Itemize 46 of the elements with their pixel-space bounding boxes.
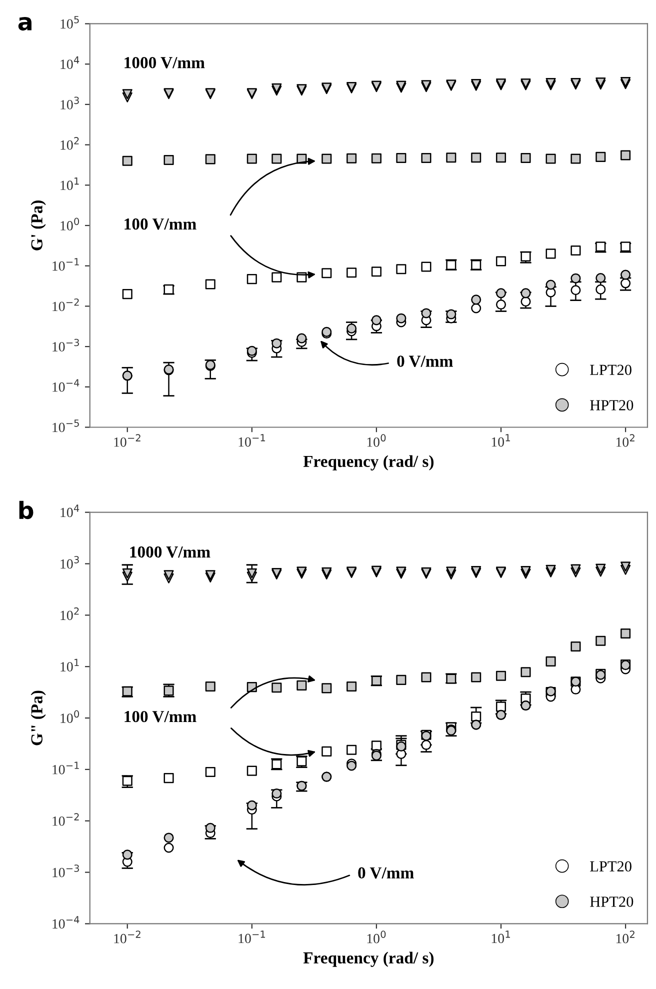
chart-title: a [18, 17, 32, 31]
legend-label: LPT20 [590, 364, 632, 376]
y-tick-label: 10$^{−2}$ [52, 298, 79, 312]
legend-label: LPT20 [590, 861, 632, 872]
y-tick-label: 10$^{4}$ [60, 504, 80, 518]
annotation: 1000 V/mm [124, 57, 205, 68]
y-tick-label: 10$^{−4}$ [52, 916, 80, 929]
y-tick-label: 10$^{0}$ [60, 710, 80, 723]
x-tick-label: 10$^{2}$ [616, 434, 634, 447]
y-tick-label: 10$^{3}$ [60, 96, 79, 110]
y-tick-label: 10$^{−2}$ [52, 813, 79, 826]
y-tick-label: 10$^{0}$ [60, 218, 80, 230]
y-tick-label: 10$^{−5}$ [52, 420, 79, 432]
y-tick-label: 10$^{2}$ [60, 137, 79, 150]
legend-label: HPT20 [590, 400, 634, 410]
x-tick-label: 10$^{2}$ [616, 930, 634, 944]
y-tick-label: 10$^{2}$ [60, 607, 79, 620]
x-tick-label: 10$^{−1}$ [238, 434, 265, 447]
y-tick-label: 10$^{−4}$ [52, 379, 80, 392]
y-tick-label: 10$^{−1}$ [52, 258, 79, 271]
chart-title: b [19, 500, 34, 520]
legend-label: HPT20 [590, 896, 634, 907]
x-axis-title: Frequency (rad/ s) [303, 455, 434, 470]
y-tick-label: 10$^{5}$ [60, 16, 79, 29]
y-axis-title: G" (Pa) [30, 690, 46, 746]
x-tick-label: 10$^{1}$ [492, 434, 510, 447]
x-tick-label: 10$^{0}$ [367, 930, 386, 944]
annotation: 100 V/mm [124, 710, 196, 722]
y-axis-title: G' (Pa) [30, 200, 46, 250]
y-tick-label: 10$^{1}$ [60, 658, 79, 672]
x-axis-title: Frequency (rad/ s) [303, 952, 434, 967]
y-tick-label: 10$^{−3}$ [52, 338, 79, 352]
annotation: 1000 V/mm [130, 546, 210, 558]
annotation: 0 V/mm [397, 356, 453, 367]
y-tick-label: 10$^{−1}$ [52, 762, 79, 774]
y-tick-label: 10$^{1}$ [60, 177, 79, 190]
x-tick-label: 10$^{1}$ [492, 930, 510, 944]
x-tick-label: 10$^{−1}$ [238, 930, 265, 944]
y-tick-label: 10$^{4}$ [60, 56, 80, 69]
x-tick-label: 10$^{−2}$ [114, 930, 140, 944]
y-tick-label: 10$^{−3}$ [52, 864, 79, 878]
x-tick-label: 10$^{−2}$ [114, 434, 140, 447]
x-tick-label: 10$^{0}$ [367, 434, 386, 447]
annotation: 0 V/mm [358, 867, 414, 879]
annotation: 100 V/mm [124, 218, 196, 230]
y-tick-label: 10$^{3}$ [60, 556, 79, 569]
